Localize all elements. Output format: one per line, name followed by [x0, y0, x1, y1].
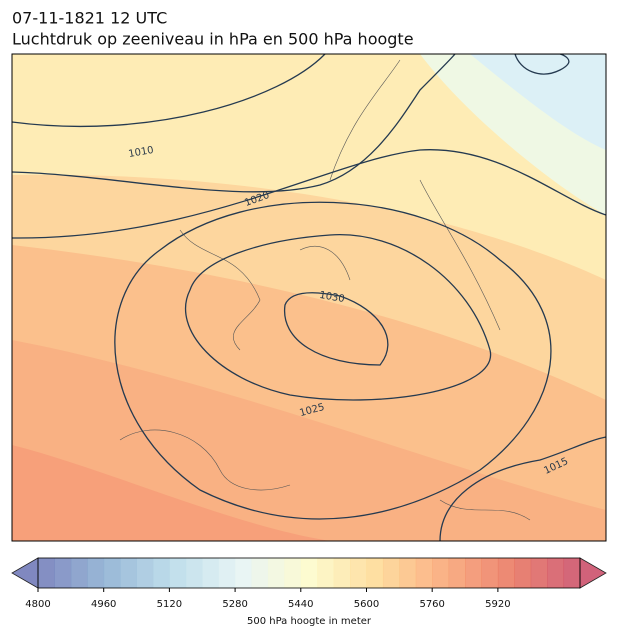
tick-label: 5120 — [157, 599, 182, 610]
colorbar-segment — [70, 558, 88, 588]
subtitle: Luchtdruk op zeeniveau in hPa en 500 hPa… — [12, 30, 414, 49]
colorbar-segment — [563, 558, 581, 588]
isobar — [114, 201, 552, 520]
colorbar-segment — [382, 558, 400, 588]
tick-label: 5440 — [288, 599, 313, 610]
colorbar-segment — [350, 558, 367, 588]
colorbar-segment — [152, 558, 170, 588]
colorbar-segment — [366, 558, 384, 588]
map: 1010 1020 1030 1025 1015 — [11, 53, 607, 542]
colorbar-segment — [465, 558, 482, 588]
contour-label: 1010 — [128, 145, 155, 160]
colorbar-segment — [547, 558, 565, 588]
colorbar-segment — [481, 558, 499, 588]
tick-label: 4800 — [25, 599, 50, 610]
isobar — [12, 54, 456, 193]
colorbar-label: 500 hPa hoogte in meter — [247, 616, 372, 627]
coastline — [119, 59, 531, 521]
colorbar-segment — [415, 558, 433, 588]
isobar — [284, 292, 389, 366]
tick-label: 5280 — [222, 599, 247, 610]
isobar — [439, 436, 606, 541]
colorbar-segment — [235, 558, 253, 588]
tick-label: 4960 — [91, 599, 116, 610]
colorbar-segment — [530, 558, 548, 588]
colorbar-segment — [38, 558, 55, 588]
band — [12, 54, 606, 280]
colorbar-extend — [579, 557, 607, 589]
colorbar-segment — [267, 558, 285, 588]
colorbar-segment — [136, 558, 154, 588]
colorbar-segment — [54, 558, 72, 588]
colorbar-segment — [284, 558, 302, 588]
tick-label: 5920 — [485, 599, 510, 610]
map-frame — [11, 53, 607, 542]
tick-label: 5600 — [354, 599, 379, 610]
colorbar-segment — [87, 558, 105, 588]
colorbar-frame — [37, 557, 581, 589]
colorbar-segment — [300, 558, 318, 588]
tick-label: 5760 — [419, 599, 444, 610]
colorbar-segment — [317, 558, 335, 588]
colorbar-segment — [218, 558, 236, 588]
band — [12, 54, 606, 215]
colorbar-segment — [399, 558, 417, 588]
colorbar-extend — [11, 557, 39, 589]
colorbar-segment — [497, 558, 515, 588]
colorbar-segment — [448, 558, 466, 588]
title: 07-11-1821 12 UTC — [12, 9, 167, 28]
colorbar-segment — [333, 558, 351, 588]
isobar — [12, 54, 326, 128]
colorbar-segment — [514, 558, 532, 588]
colorbar-segment — [185, 558, 203, 588]
band — [470, 54, 606, 150]
isobar — [514, 54, 570, 75]
contour-label: 1030 — [318, 290, 345, 305]
colorbar-segment — [251, 558, 269, 588]
colorbar-segment — [432, 558, 450, 588]
colorbar-segment — [120, 558, 138, 588]
colorbar-segment — [169, 558, 187, 588]
isobar — [184, 234, 492, 401]
colorbar-segment — [202, 558, 220, 588]
colorbar: 4800 4960 5120 5280 5440 5600 5760 5920 — [11, 557, 607, 610]
colorbar-segment — [103, 558, 121, 588]
isobar — [12, 149, 606, 239]
